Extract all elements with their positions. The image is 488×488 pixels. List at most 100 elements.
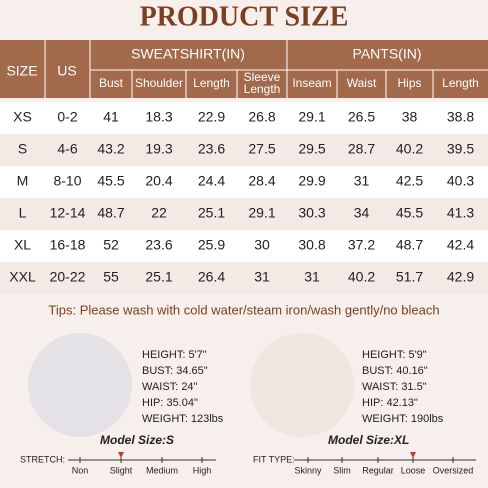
stretch-marker [118,452,124,458]
table-cell: 29.1 [248,205,275,221]
table-cell: 45.5 [97,173,124,189]
table-cell: 18.3 [145,109,172,125]
model-size: Model Size:XL [328,433,409,447]
table-cell: 25.9 [198,237,225,253]
table-cell: XXL [9,269,36,285]
tips: Tips: Please wash with cold water/steam … [48,302,439,317]
table-cell: 31 [254,269,270,285]
sub-header-cell: Inseam [292,76,331,90]
table-cell: 16-18 [50,237,86,253]
scale-label: STRETCH: [20,454,65,464]
table-cell: 40.2 [348,269,375,285]
table-cell: 48.7 [97,205,124,221]
table-cell: 41.3 [447,205,474,221]
scale-option: Non [72,465,89,475]
table-cell: 26.8 [248,109,275,125]
row-bg [0,262,488,294]
table-cell: 41 [103,109,119,125]
table-cell: 42.4 [447,237,474,253]
table-cell: 52 [103,237,119,253]
table-cell: S [18,141,27,157]
table-cell: 42.9 [447,269,474,285]
table-cell: XS [13,109,32,125]
scale-label: FIT TYPE: [253,454,295,464]
model-stat: WEIGHT: 123lbs [142,413,224,425]
table-cell: 22 [151,205,167,221]
table-cell: 19.3 [145,141,172,157]
scales: STRETCH: Non Slight Medium High FIT TYPE:Skin… [20,454,476,475]
model-stat: HEIGHT: 5'7" [142,349,207,361]
scale-option: Skinny [294,465,322,475]
table-cell: 38.8 [447,109,474,125]
table-cell: 55 [103,269,119,285]
model-photo [28,333,132,437]
table-cell: 28.4 [248,173,275,189]
scale-option: Slim [333,465,351,475]
table-cell: 26.4 [198,269,225,285]
sub-header-cell: Length [442,76,479,90]
table-cell: 48.7 [396,237,423,253]
row-bg [0,198,488,230]
table-cell: 31 [304,269,320,285]
row-bg [0,230,488,262]
table-cell: 0-2 [57,109,77,125]
table-cell: 29.5 [298,141,325,157]
header-cell: US [57,63,76,79]
scale-option: Medium [146,465,178,475]
model-stat: HIP: 42.13" [362,397,418,409]
size-table: SIZE US SWEATSHIRT(IN) PANTS(IN) Bust Shoulde… [0,40,488,294]
model-stat: WAIST: 24" [142,381,198,393]
table-cell: 28.7 [348,141,375,157]
model-size: Model Size:S [100,433,174,447]
sub-header-cell: Shoulder [135,76,183,90]
table-cell: 12-14 [50,205,86,221]
table-cell: 23.6 [198,141,225,157]
sub-header-cell: Bust [99,76,124,90]
table-cell: 29.1 [298,109,325,125]
table-cell: 26.5 [348,109,375,125]
row-bg [0,134,488,166]
table-cell: 20-22 [50,269,86,285]
table-cell: 40.2 [396,141,423,157]
table-cell: 22.9 [198,109,225,125]
model-stat: HIP: 35.04" [142,397,198,409]
table-cell: L [19,205,27,221]
table-cell: 23.6 [145,237,172,253]
header-cell: SWEATSHIRT(IN) [131,46,245,62]
model-stat: HEIGHT: 5'9" [362,349,427,361]
table-cell: 30.8 [298,237,325,253]
table-cell: 39.5 [447,141,474,157]
scale-option: Regular [362,465,394,475]
table-cell: 20.4 [145,173,172,189]
row-bg [0,102,488,134]
fit-marker [410,452,416,458]
table-cell: 25.1 [198,205,225,221]
table-cell: 30 [254,237,270,253]
header-cell: SIZE [6,63,37,79]
table-cell: 34 [354,205,370,221]
table-cell: 37.2 [348,237,375,253]
table-cell: 24.4 [198,173,225,189]
table-cell: 31 [354,173,370,189]
header-cell: PANTS(IN) [353,46,422,62]
table-cell: 51.7 [396,269,423,285]
table-cell: 30.3 [298,205,325,221]
model-photo [250,333,354,437]
scale-option: Oversized [433,465,474,475]
scale-option: Loose [401,465,426,475]
scale-option: Slight [110,465,133,475]
table-cell: 4-6 [57,141,77,157]
table-cell: 43.2 [97,141,124,157]
model-stat: BUST: 40.16" [362,365,428,377]
sub-header-cell: Length [193,76,230,90]
table-cell: 25.1 [145,269,172,285]
model-stat: WEIGHT: 190lbs [362,413,444,425]
title: PRODUCT SIZE [140,1,349,32]
table-cell: 45.5 [396,205,423,221]
table-cell: 38 [402,109,418,125]
table-cell: 42.5 [396,173,423,189]
model-info: HEIGHT: 5'7" BUST: 34.65" WAIST: 24" HIP: 3… [100,349,444,447]
table-cell: 8-10 [53,173,81,189]
table-cell: 40.3 [447,173,474,189]
